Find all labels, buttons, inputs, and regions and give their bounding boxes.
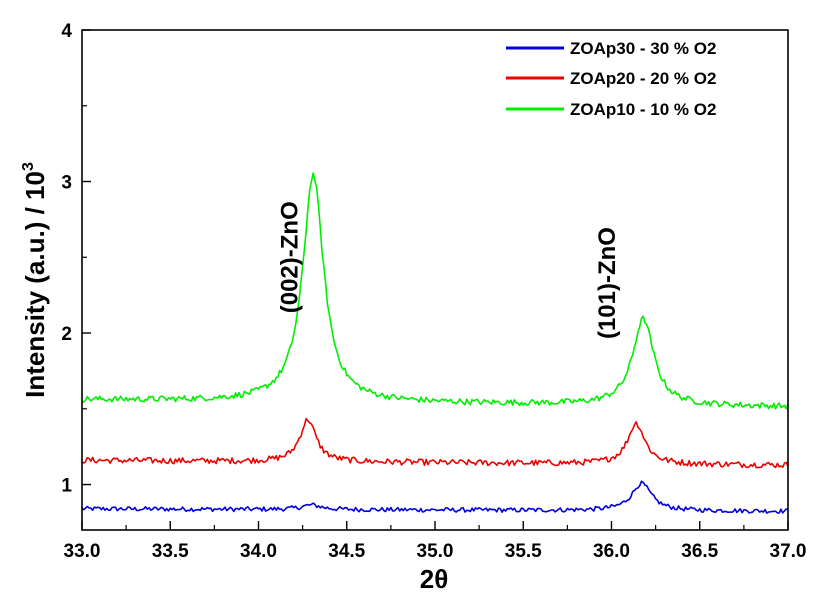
x-tick-label: 34.0 bbox=[240, 541, 277, 562]
x-tick-label: 33.5 bbox=[152, 541, 189, 562]
x-tick-label: 35.0 bbox=[417, 541, 454, 562]
x-tick-label: 33.0 bbox=[64, 541, 101, 562]
x-tick-label: 36.0 bbox=[593, 541, 630, 562]
series-line-2 bbox=[81, 172, 789, 410]
annotation-layer: (002)-ZnO (101)-ZnO bbox=[276, 201, 621, 339]
peak-annotation: (002)-ZnO bbox=[276, 201, 303, 313]
series-layer bbox=[81, 172, 789, 514]
ticks-layer: 33.0 33.5 34.0 34.5 35.0 35.5 36.0 36.5 37.0 1 2 3 4 bbox=[61, 21, 806, 562]
y-axis-title-main: Intensity (a.u.) / 10 bbox=[20, 171, 50, 398]
legend-label-zoap10: ZOAp10 - 10 % O2 bbox=[570, 100, 716, 119]
x-tick-label: 34.5 bbox=[328, 541, 365, 562]
series-line-0 bbox=[81, 480, 789, 514]
legend-label-zoap30: ZOAp30 - 30 % O2 bbox=[570, 39, 716, 58]
x-tick-label: 35.5 bbox=[505, 541, 542, 562]
x-tick-label: 36.5 bbox=[681, 541, 718, 562]
y-tick-label: 3 bbox=[61, 173, 72, 194]
y-axis-title: Intensity (a.u.) / 103 bbox=[20, 162, 50, 398]
y-tick-label: 2 bbox=[61, 324, 72, 345]
peak-annotation: (101)-ZnO bbox=[594, 227, 621, 339]
y-axis-title-superscript: 3 bbox=[20, 162, 37, 171]
legend: ZOAp30 - 30 % O2 ZOAp20 - 20 % O2 ZOAp10… bbox=[506, 39, 716, 119]
x-tick-label: 37.0 bbox=[770, 541, 807, 562]
y-tick-label: 4 bbox=[61, 21, 72, 42]
x-axis-title: 2θ bbox=[420, 564, 449, 594]
legend-label-zoap20: ZOAp20 - 20 % O2 bbox=[570, 69, 716, 88]
series-line-1 bbox=[81, 417, 789, 469]
y-tick-label: 1 bbox=[61, 476, 72, 497]
